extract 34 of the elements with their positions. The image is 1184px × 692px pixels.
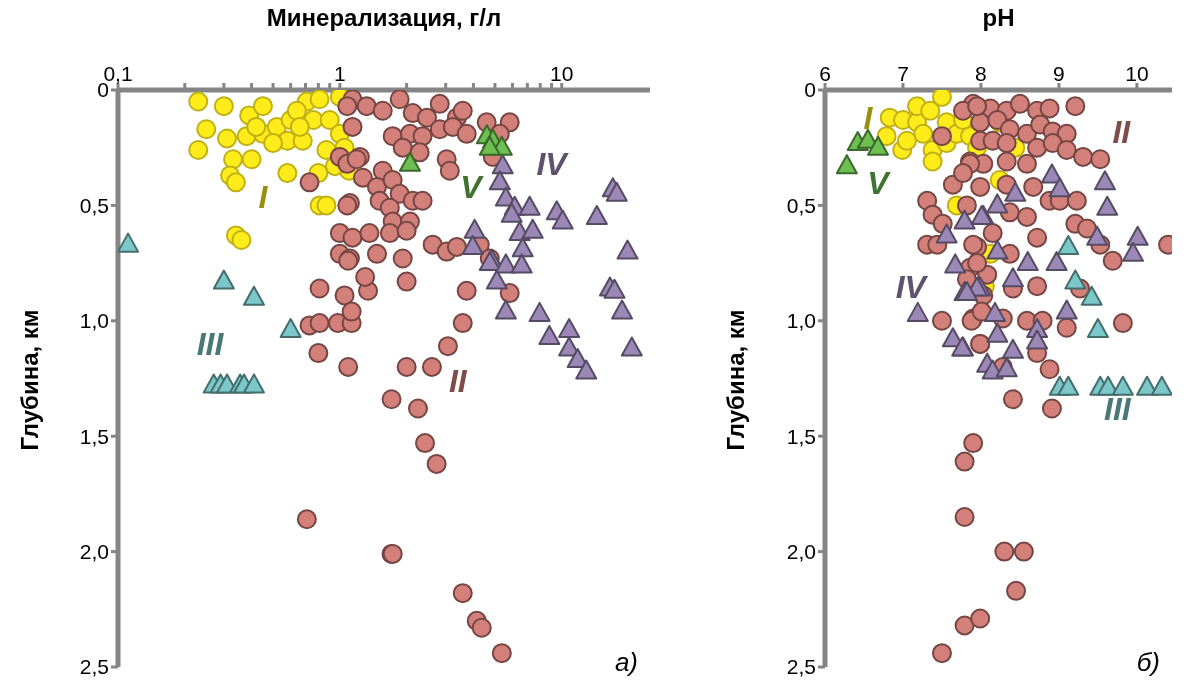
- x-tick-label: 6: [819, 62, 831, 85]
- x-axis-title: Минерализация, г/л: [265, 4, 503, 32]
- x-tick-label: 10: [1125, 62, 1149, 85]
- series-label: III: [196, 326, 225, 363]
- series-label: II: [1112, 113, 1132, 150]
- x-tick-label: 9: [1053, 62, 1065, 85]
- annotation: а): [614, 647, 638, 678]
- series-label: I: [258, 178, 269, 215]
- y-tick-label: 2,0: [79, 540, 109, 564]
- y-tick-label: 2,5: [786, 655, 816, 679]
- y-tick-label: 0: [804, 78, 816, 102]
- x-tick-label: 10: [550, 62, 574, 85]
- y-tick-label: 1,0: [79, 309, 109, 333]
- series-label: V: [867, 164, 892, 201]
- y-tick-label: 2,0: [786, 540, 816, 564]
- y-tick-label: 0,5: [79, 193, 109, 217]
- y-axis-title: Глубина, км: [16, 309, 44, 451]
- y-tick-label: 2,5: [79, 655, 109, 679]
- series-label: I: [863, 100, 874, 137]
- y-tick-label: 1,5: [79, 424, 109, 448]
- series-label: IV: [536, 146, 570, 183]
- series-label: II: [448, 363, 468, 400]
- x-axis-title: pH: [981, 4, 1016, 32]
- x-tick-label: 8: [975, 62, 987, 85]
- y-axis-title: Глубина, км: [722, 309, 750, 451]
- series-label: V: [460, 169, 485, 206]
- x-tick-label: 7: [897, 62, 909, 85]
- series-label: III: [1104, 390, 1132, 427]
- y-tick-label: 1,5: [786, 424, 816, 448]
- y-tick-label: 0,5: [786, 193, 816, 217]
- series-label: IV: [895, 268, 929, 305]
- x-tick-label: 1: [334, 62, 346, 85]
- y-tick-label: 1,0: [786, 309, 816, 333]
- annotation: б): [1136, 647, 1160, 678]
